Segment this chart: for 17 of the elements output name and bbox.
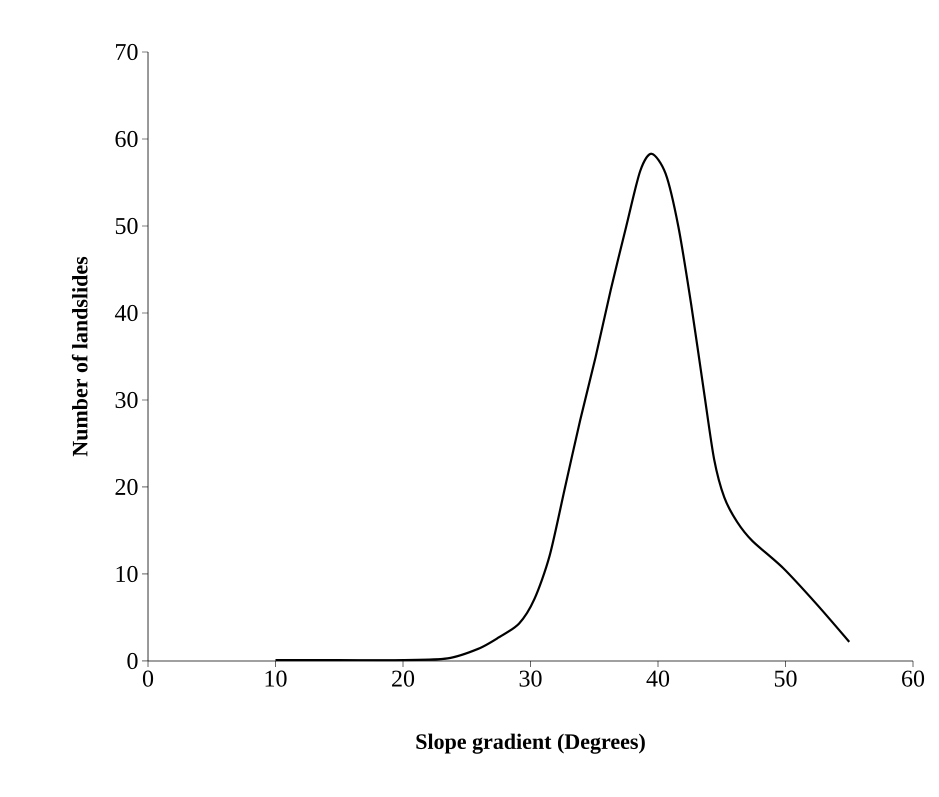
y-tick-label: 70: [116, 44, 138, 60]
y-tick-label: 60: [116, 130, 138, 148]
x-tick-label: 40: [646, 670, 670, 687]
x-tick-label: 20: [392, 670, 414, 687]
x-tick-label: 60: [902, 670, 924, 687]
x-tick-label: 30: [520, 670, 542, 687]
x-axis-title: Slope gradient (Degrees): [416, 734, 645, 754]
y-tick-label: 20: [116, 478, 138, 496]
x-tick-label: 10: [266, 670, 287, 687]
y-axis-title: Number of landslides: [72, 256, 88, 456]
x-tick-label: 50: [774, 670, 797, 687]
y-tick-label: 30: [116, 392, 138, 408]
y-tick-label: 50: [116, 218, 138, 234]
y-tick-label: 40: [114, 304, 138, 322]
x-tick-label: 0: [142, 670, 154, 687]
y-tick-label: 10: [116, 566, 138, 582]
y-tick-label: 0: [127, 652, 138, 670]
